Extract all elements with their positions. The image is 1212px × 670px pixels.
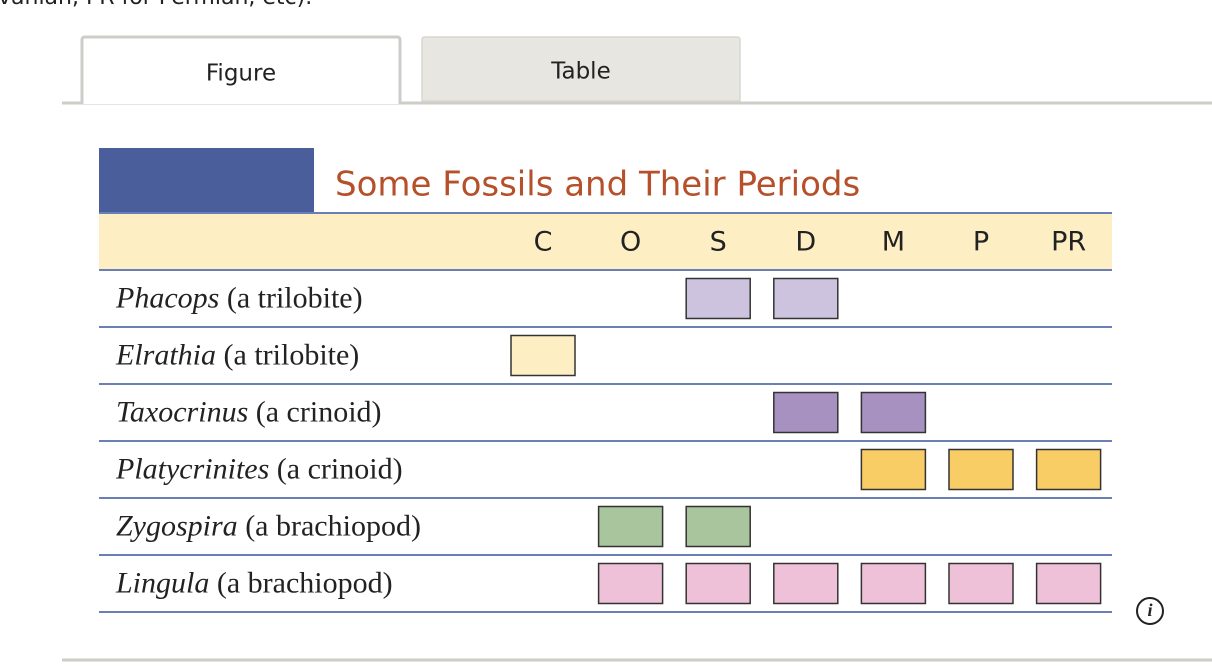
column-header: P [973,227,989,258]
row-label: Taxocrinus (a crinoid) [116,395,382,428]
column-header: C [534,227,553,258]
column-header: O [620,227,641,258]
period-box [860,562,927,605]
genus: Elrathia [115,338,216,371]
title-block [99,148,314,213]
row-label: Platycrinites (a crinoid) [115,452,403,485]
period-box [773,277,839,320]
tab-label: Table [550,59,610,85]
description: (a trilobite) [224,338,360,371]
period-box [948,448,1014,491]
period-box [685,277,751,320]
description: (a brachiopod) [217,566,393,599]
period-box [860,448,927,491]
period-box [773,391,839,434]
period-box [860,391,927,434]
figure-title: Some Fossils and Their Periods [335,165,860,205]
row-label: Phacops (a trilobite) [115,281,363,314]
column-header: D [795,227,816,258]
svg-text:i: i [1147,600,1152,620]
tab[interactable]: Figure [80,35,402,104]
period-box [773,562,839,605]
period-box [597,562,664,605]
period-box [685,562,751,605]
row-label: Lingula (a brachiopod) [115,566,393,599]
genus: Taxocrinus [116,395,248,428]
genus: Platycrinites [115,452,269,485]
column-header: M [882,227,905,258]
info-icon[interactable]: i [1136,597,1164,625]
period-box [1035,448,1102,491]
period-box [948,562,1014,605]
period-box [597,505,664,548]
header-band [99,214,1112,270]
description: (a crinoid) [277,452,403,485]
period-box [685,505,751,548]
description: (a crinoid) [256,395,382,428]
tab[interactable]: Table [421,36,741,102]
genus: Lingula [115,566,209,599]
intro-text: vanian, PR for Permian, etc). [0,0,312,10]
period-box [510,334,576,377]
row-label: Zygospira (a brachiopod) [116,509,421,542]
tab-label: Figure [206,61,276,87]
period-box [1035,562,1102,605]
description: (a brachiopod) [245,509,421,542]
genus: Phacops [115,281,219,314]
description: (a trilobite) [227,281,363,314]
column-header: S [710,227,727,258]
column-header: PR [1051,227,1086,258]
row-label: Elrathia (a trilobite) [115,338,359,371]
genus: Zygospira [116,509,238,542]
